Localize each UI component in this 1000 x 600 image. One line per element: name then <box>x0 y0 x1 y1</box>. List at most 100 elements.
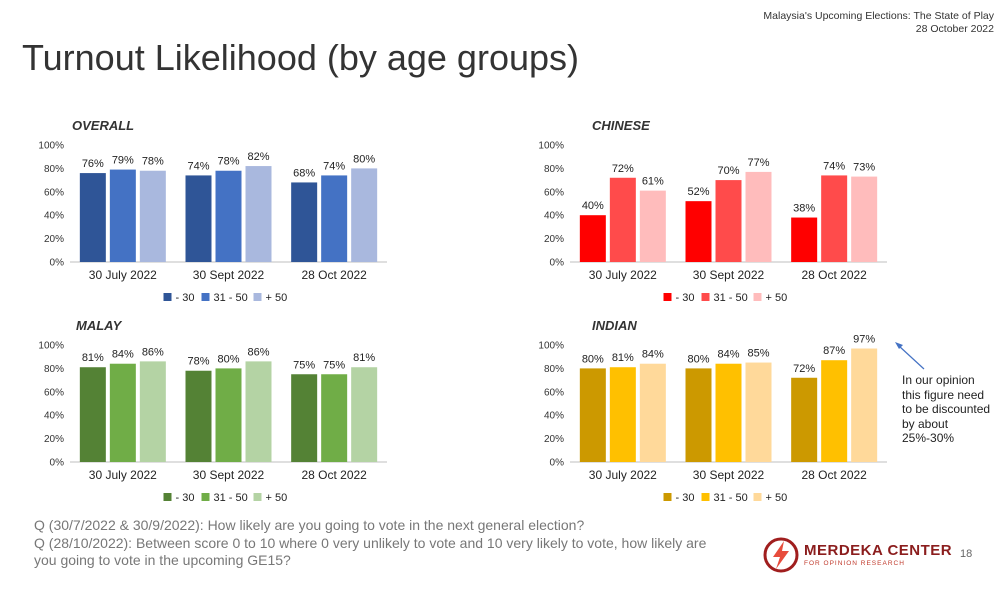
bar <box>215 368 242 462</box>
y-tick-label: 20% <box>44 234 64 245</box>
bar <box>579 368 606 462</box>
bar <box>745 171 772 262</box>
data-label: 75% <box>323 359 345 371</box>
bar <box>579 215 606 262</box>
chart-indian: INDIAN 0% 20% 40% 60% 80% 100% 80% 81% 84% 30 Jul… <box>535 318 895 518</box>
y-tick-label: 20% <box>544 434 564 445</box>
callout-arrow-icon <box>898 345 925 370</box>
y-tick-label: 40% <box>44 411 64 422</box>
chart-overall-svg: 0% 20% 40% 60% 80% 100% 76% 79% 78% 30 July 2022 7… <box>38 141 387 304</box>
bar <box>291 374 318 462</box>
y-tick-label: 0% <box>50 258 65 269</box>
y-tick-label: 60% <box>44 187 64 198</box>
bar <box>609 177 636 262</box>
data-label: 78% <box>187 356 209 368</box>
legend-label: - 30 <box>176 492 195 504</box>
data-label: 81% <box>612 352 634 364</box>
y-tick-label: 0% <box>550 258 565 269</box>
bar <box>79 173 106 262</box>
data-label: 80% <box>687 353 709 365</box>
data-label: 78% <box>142 156 164 168</box>
legend-label: - 30 <box>676 292 695 304</box>
legend-label: + 50 <box>266 492 288 504</box>
bar <box>79 367 106 462</box>
chart-title-overall: OVERALL <box>72 118 135 133</box>
y-tick-label: 100% <box>538 341 564 352</box>
data-label: 72% <box>612 163 634 175</box>
logo-name: MERDEKA CENTER <box>804 542 953 559</box>
bar <box>185 370 212 462</box>
x-category-label: 30 July 2022 <box>589 468 657 482</box>
data-label: 80% <box>353 153 375 165</box>
data-label: 74% <box>823 160 845 172</box>
y-tick-label: 40% <box>544 411 564 422</box>
chart-malay-svg: 0% 20% 40% 60% 80% 100% 81% 84% 86% 30 July 2022 7… <box>38 341 387 504</box>
x-category-label: 30 Sept 2022 <box>193 268 265 282</box>
bar <box>321 175 348 262</box>
header-info: Malaysia's Upcoming Elections: The State… <box>763 10 994 36</box>
data-label: 84% <box>717 349 739 361</box>
data-label: 72% <box>793 363 815 375</box>
y-tick-label: 100% <box>38 341 64 352</box>
legend-swatch <box>753 493 762 501</box>
bar <box>245 361 272 462</box>
legend-label: 31 - 50 <box>214 292 248 304</box>
y-tick-label: 80% <box>544 364 564 375</box>
legend-swatch <box>201 293 210 301</box>
footer-question-1: Q (30/7/2022 & 30/9/2022): How likely ar… <box>34 517 585 533</box>
bar <box>791 217 818 262</box>
legend-swatch <box>701 493 710 501</box>
y-tick-label: 80% <box>44 164 64 175</box>
chart-title-chinese: CHINESE <box>592 118 650 133</box>
bar <box>715 363 742 462</box>
data-label: 40% <box>582 200 604 212</box>
bar <box>351 168 378 262</box>
bar <box>609 367 636 462</box>
data-label: 84% <box>112 349 134 361</box>
data-label: 85% <box>747 348 769 360</box>
bar <box>321 374 348 462</box>
header-date: 28 October 2022 <box>915 23 994 35</box>
data-label: 97% <box>853 334 875 346</box>
data-label: 74% <box>323 160 345 172</box>
legend-label: 31 - 50 <box>714 492 748 504</box>
callout-note: In our opinion this figure need to be di… <box>902 373 991 445</box>
chart-indian-svg: 0% 20% 40% 60% 80% 100% 80% 81% 84% 30 July 2022 8… <box>538 334 887 504</box>
callout-arrowhead-icon <box>895 342 903 349</box>
y-tick-label: 60% <box>544 387 564 398</box>
y-tick-label: 100% <box>38 141 64 152</box>
y-tick-label: 80% <box>544 164 564 175</box>
chart-malay: MALAY 0% 20% 40% 60% 80% 100% 81% 84% 86% 30 July… <box>35 318 395 518</box>
x-category-label: 28 Oct 2022 <box>801 268 867 282</box>
x-category-label: 28 Oct 2022 <box>301 468 367 482</box>
bar <box>639 363 666 462</box>
data-label: 80% <box>582 353 604 365</box>
legend-swatch <box>701 293 710 301</box>
x-category-label: 28 Oct 2022 <box>801 468 867 482</box>
data-label: 81% <box>82 352 104 364</box>
chart-overall: OVERALL 0% 20% 40% 60% 80% 100% 76% 79% 78% 30 Ju… <box>35 118 395 318</box>
data-label: 87% <box>823 345 845 357</box>
data-label: 61% <box>642 176 664 188</box>
legend-swatch <box>253 293 262 301</box>
data-label: 52% <box>687 186 709 198</box>
legend-swatch <box>663 293 672 301</box>
data-label: 73% <box>853 162 875 174</box>
legend-label: - 30 <box>176 292 195 304</box>
footer-question-2: Q (28/10/2022): Between score 0 to 10 wh… <box>34 535 707 551</box>
data-label: 78% <box>217 156 239 168</box>
bar <box>291 182 318 262</box>
lightning-bolt-circle-icon <box>763 537 799 573</box>
y-tick-label: 100% <box>538 141 564 152</box>
footer-question-3: you going to vote in the upcoming GE15? <box>34 552 291 568</box>
legend-label: 31 - 50 <box>714 292 748 304</box>
bar <box>851 348 878 462</box>
header-subtitle: Malaysia's Upcoming Elections: The State… <box>763 10 994 22</box>
legend-swatch <box>663 493 672 501</box>
legend-label: - 30 <box>676 492 695 504</box>
data-label: 86% <box>247 346 269 358</box>
x-category-label: 30 July 2022 <box>89 268 157 282</box>
x-category-label: 30 July 2022 <box>589 268 657 282</box>
data-label: 68% <box>293 167 315 179</box>
